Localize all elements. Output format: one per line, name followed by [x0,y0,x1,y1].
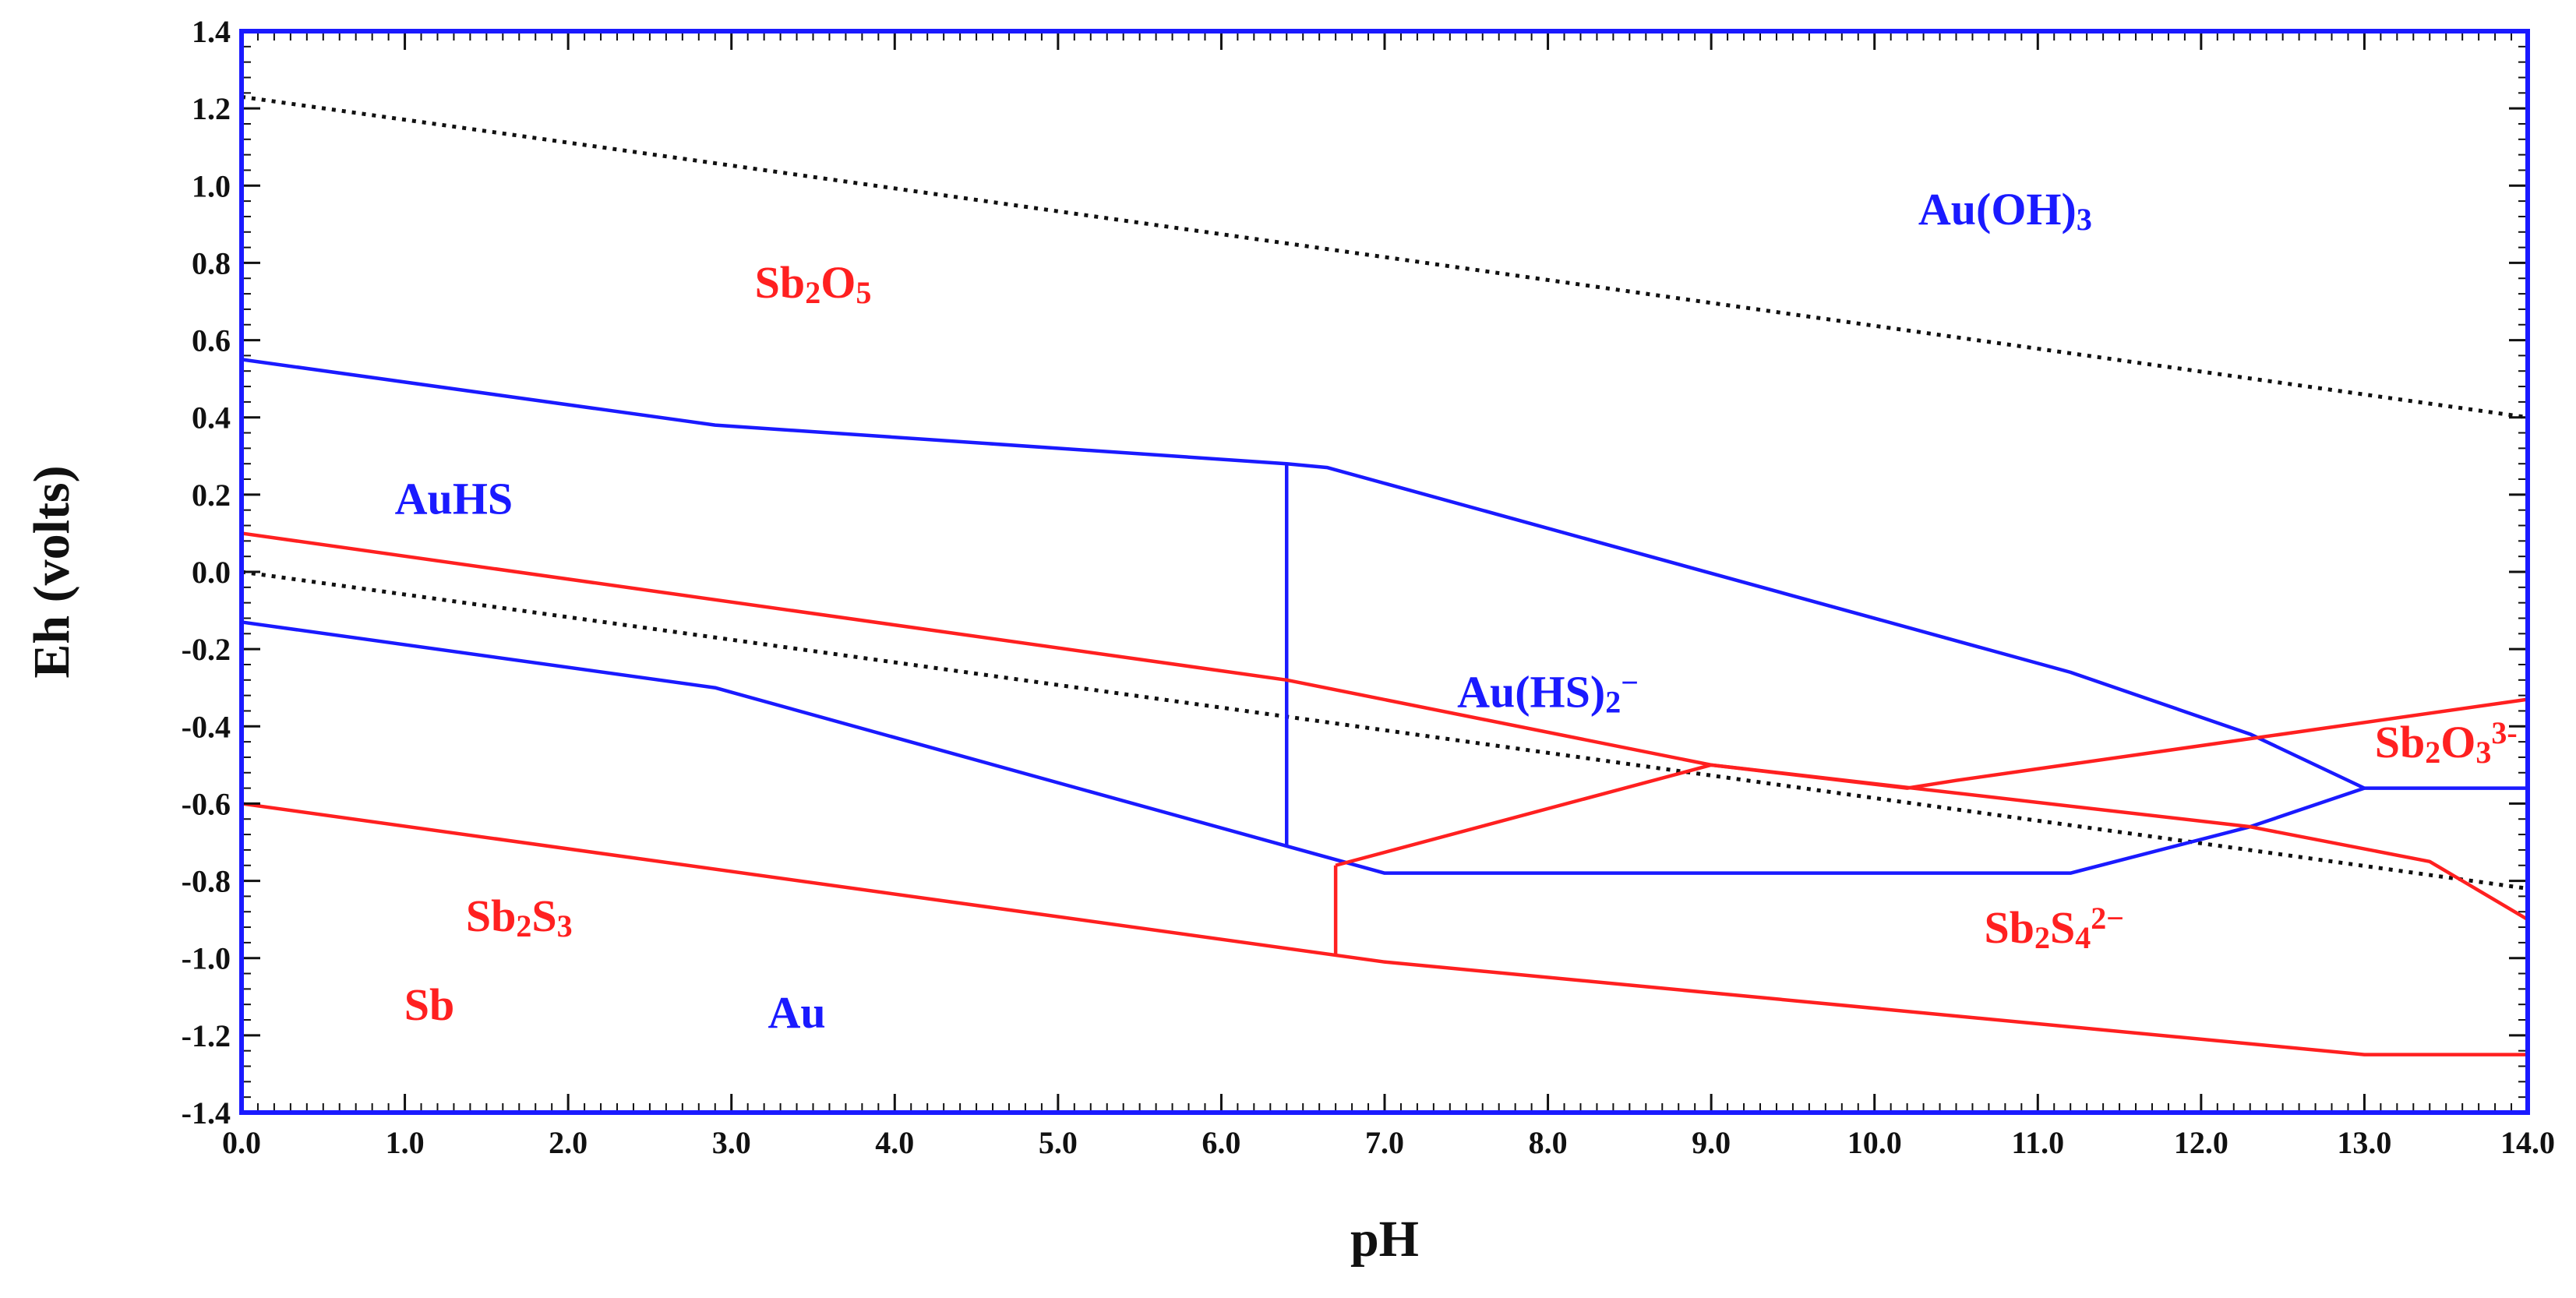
label-text: Sb [755,257,806,308]
subscript: 3 [2475,735,2491,770]
y-tick-label: -0.6 [182,786,231,821]
y-axis-title: Eh (volts) [23,465,80,678]
region-label: Au(OH)3 [1918,184,2092,237]
phase-boundaries [241,358,2529,1056]
gold-phase-boundary [241,358,2528,790]
region-label: Sb2O5 [755,257,872,310]
x-tick-label: 1.0 [386,1125,425,1160]
x-tick-label: 0.0 [222,1125,261,1160]
y-tick-label: 1.2 [192,91,231,126]
subscript: 2 [805,275,820,310]
y-tick-label: -1.0 [182,941,231,976]
x-tick-label: 12.0 [2174,1125,2228,1160]
subscript: 3 [2077,202,2092,237]
water-stability-line [241,94,2528,420]
water-stability-line [241,570,2528,891]
x-tick-label: 7.0 [1365,1125,1404,1160]
plot-frame [239,29,2530,1115]
label-text: S [531,891,556,941]
y-tick-label: 0.6 [192,323,231,358]
x-tick-label: 10.0 [1847,1125,1902,1160]
x-tick-label: 8.0 [1529,1125,1568,1160]
region-label: Au [768,987,825,1038]
x-tick-label: 13.0 [2337,1125,2391,1160]
gold-phase-boundary [241,620,2366,875]
antimony-phase-boundary [1335,697,2528,867]
label-text: Au(OH) [1918,184,2077,235]
label-text: Au(HS) [1457,667,1605,718]
region-label: Au(HS)2− [1457,665,1639,720]
x-tick-label: 5.0 [1039,1125,1078,1160]
label-text: O [820,257,856,308]
subscript: 4 [2075,920,2091,955]
superscript: − [1621,665,1639,700]
region-label: Sb [404,979,455,1030]
y-tick-label: -0.4 [182,709,231,744]
y-tick-label: 1.0 [192,168,231,203]
region-label: AuHS [395,474,513,524]
label-text: Sb [2375,717,2426,767]
y-tick-label: -1.4 [182,1095,231,1130]
label-text: Sb [466,891,517,941]
label-text: Au [768,987,825,1038]
x-tick-label: 6.0 [1202,1125,1240,1160]
region-label: Sb2S42− [1984,901,2124,955]
y-tick-label: 1.4 [192,14,231,49]
y-tick-label: 0.2 [192,478,231,513]
subscript: 2 [516,908,531,944]
subscript: 2 [1605,685,1621,720]
antimony-phase-boundary [241,531,2529,922]
label-text: AuHS [395,474,513,524]
x-tick-label: 9.0 [1692,1125,1731,1160]
region-label: Sb2S3 [466,891,573,944]
label-text: O [2440,717,2475,767]
x-tick-label: 14.0 [2500,1125,2555,1160]
label-text: Sb [404,979,455,1030]
y-tick-label: -1.2 [182,1018,231,1053]
superscript: 3- [2491,715,2517,750]
x-tick-label: 2.0 [549,1125,588,1160]
x-axis-title: pH [1350,1211,1419,1268]
subscript: 2 [2034,920,2050,955]
water-stability-lines [241,94,2528,891]
label-text: S [2050,902,2075,953]
y-tick-label: 0.0 [192,555,231,590]
minor-ticks [241,30,2528,1113]
x-tick-label: 11.0 [2011,1125,2064,1160]
subscript: 5 [856,275,871,310]
region-label: Sb2O33- [2375,715,2518,770]
major-ticks [240,30,2529,1114]
subscript: 2 [2425,735,2440,770]
y-tick-label: -0.2 [182,632,231,667]
y-tick-label: -0.8 [182,864,231,899]
label-text: Sb [1984,902,2034,953]
tick-labels: 0.0 1.0 2.0 3.0 4.0 5.0 6.0 7.0 8.0 9.0 10.0 11.0 12… [182,14,2555,1160]
y-tick-label: 0.4 [192,400,231,436]
superscript: 2− [2091,901,2124,936]
antimony-phase-boundary [241,802,2528,1056]
y-tick-label: 0.8 [192,245,231,280]
x-tick-label: 3.0 [712,1125,751,1160]
x-tick-label: 4.0 [875,1125,914,1160]
subscript: 3 [557,908,573,944]
region-labels: Au(OH)3Sb2O5AuHSAu(HS)2−Sb2S3Sb2O33-Sb2S… [395,184,2518,1038]
